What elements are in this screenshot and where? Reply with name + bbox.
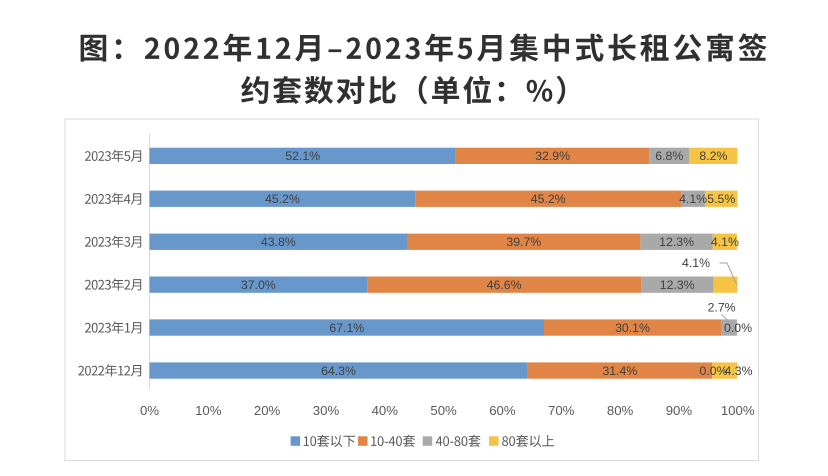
svg-text:45.2%: 45.2% xyxy=(265,192,300,206)
svg-text:80%: 80% xyxy=(607,403,634,418)
svg-text:60%: 60% xyxy=(489,403,516,418)
svg-text:52.1%: 52.1% xyxy=(285,149,320,163)
svg-text:40%: 40% xyxy=(372,403,399,418)
svg-text:2.7%: 2.7% xyxy=(708,301,736,315)
svg-text:6.8%: 6.8% xyxy=(655,149,683,163)
svg-text:31.4%: 31.4% xyxy=(602,364,637,378)
svg-text:30%: 30% xyxy=(313,403,340,418)
svg-text:64.3%: 64.3% xyxy=(321,364,356,378)
svg-text:46.6%: 46.6% xyxy=(487,278,522,292)
svg-text:12.3%: 12.3% xyxy=(660,278,695,292)
svg-text:37.0%: 37.0% xyxy=(241,278,276,292)
svg-text:0.0%: 0.0% xyxy=(699,364,727,378)
svg-text:12.3%: 12.3% xyxy=(659,235,694,249)
svg-text:4.1%: 4.1% xyxy=(711,235,739,249)
svg-text:90%: 90% xyxy=(666,403,693,418)
svg-text:4.1%: 4.1% xyxy=(679,192,707,206)
svg-text:20%: 20% xyxy=(254,403,281,418)
svg-text:32.9%: 32.9% xyxy=(535,149,570,163)
svg-text:45.2%: 45.2% xyxy=(531,192,566,206)
svg-text:4.1%: 4.1% xyxy=(682,256,710,270)
svg-text:100%: 100% xyxy=(721,403,755,418)
svg-text:70%: 70% xyxy=(548,403,575,418)
svg-text:4.3%: 4.3% xyxy=(724,364,752,378)
svg-text:50%: 50% xyxy=(430,403,457,418)
svg-text:39.7%: 39.7% xyxy=(506,235,541,249)
svg-text:30.1%: 30.1% xyxy=(615,321,650,335)
svg-text:8.2%: 8.2% xyxy=(699,149,727,163)
svg-text:5.5%: 5.5% xyxy=(707,192,735,206)
svg-text:10%: 10% xyxy=(195,403,222,418)
svg-text:0%: 0% xyxy=(140,403,159,418)
svg-text:43.8%: 43.8% xyxy=(261,235,296,249)
svg-text:67.1%: 67.1% xyxy=(329,321,364,335)
svg-text:0.0%: 0.0% xyxy=(724,321,752,335)
